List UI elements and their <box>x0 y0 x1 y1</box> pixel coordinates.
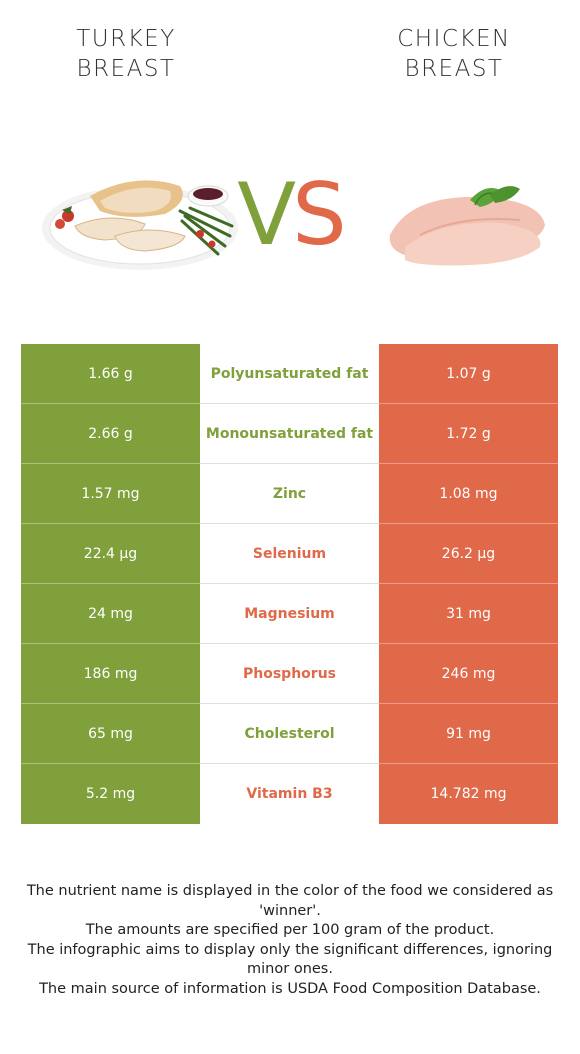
nutrient-name: Polyunsaturated fat <box>200 344 379 404</box>
right-value: 1.08 mg <box>379 464 558 524</box>
left-value: 1.66 g <box>21 344 200 404</box>
left-value: 2.66 g <box>21 404 200 464</box>
nutrient-row: 2.66 g Monounsaturated fat 1.72 g <box>21 404 558 464</box>
nutrient-row: 1.57 mg Zinc 1.08 mg <box>21 464 558 524</box>
nutrient-row: 5.2 mg Vitamin B3 14.782 mg <box>21 764 558 824</box>
nutrient-name: Zinc <box>200 464 379 524</box>
nutrient-name: Monounsaturated fat <box>200 404 379 464</box>
footer-note: The main source of information is USDA F… <box>39 980 541 997</box>
right-value: 1.07 g <box>379 344 558 404</box>
footer-note: The amounts are specified per 100 gram o… <box>85 922 495 938</box>
footer-note: The nutrient name is displayed in the co… <box>26 883 554 919</box>
right-value: 14.782 mg <box>379 764 558 824</box>
vs-label: VS <box>237 165 346 265</box>
turkey-breast-image <box>42 180 238 270</box>
nutrient-row: 65 mg Cholesterol 91 mg <box>21 704 558 764</box>
right-value: 31 mg <box>379 584 558 644</box>
nutrient-row: 186 mg Phosphorus 246 mg <box>21 644 558 704</box>
nutrient-name: Magnesium <box>200 584 379 644</box>
nutrient-name: Cholesterol <box>200 704 379 764</box>
right-value: 1.72 g <box>379 404 558 464</box>
right-value: 246 mg <box>379 644 558 704</box>
nutrient-row: 24 mg Magnesium 31 mg <box>21 584 558 644</box>
nutrient-name: Vitamin B3 <box>200 764 379 824</box>
left-food-title: TURKEY BREAST <box>76 26 176 82</box>
right-food-title: CHICKEN BREAST <box>397 26 511 82</box>
left-value: 24 mg <box>21 584 200 644</box>
footer-note: The infographic aims to display only the… <box>27 941 553 978</box>
left-value: 5.2 mg <box>21 764 200 824</box>
right-value: 26.2 µg <box>379 524 558 584</box>
footer-notes: The nutrient name is displayed in the co… <box>20 882 560 999</box>
left-value: 22.4 µg <box>21 524 200 584</box>
left-value: 1.57 mg <box>21 464 200 524</box>
nutrient-row: 22.4 µg Selenium 26.2 µg <box>21 524 558 584</box>
left-value: 65 mg <box>21 704 200 764</box>
chicken-breast-image <box>389 186 545 266</box>
nutrient-row: 1.66 g Polyunsaturated fat 1.07 g <box>21 344 558 404</box>
left-value: 186 mg <box>21 644 200 704</box>
right-value: 91 mg <box>379 704 558 764</box>
nutrient-name: Phosphorus <box>200 644 379 704</box>
comparison-table: 1.66 g Polyunsaturated fat 1.07 g 2.66 g Mon… <box>21 344 558 824</box>
nutrient-name: Selenium <box>200 524 379 584</box>
